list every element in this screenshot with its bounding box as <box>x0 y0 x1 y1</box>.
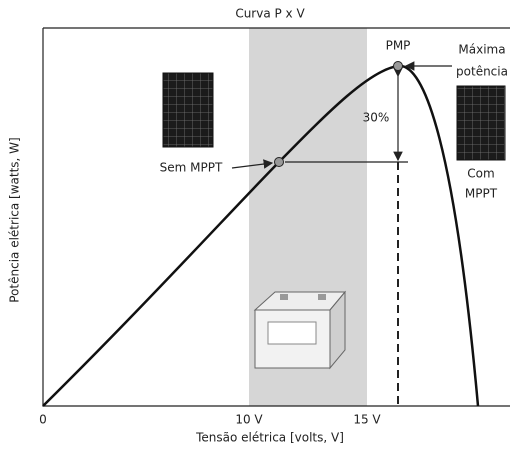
com-mppt-label: Com <box>467 167 494 181</box>
max-power-label: potência <box>456 65 508 79</box>
battery <box>255 292 345 368</box>
diagram: Curva P x V PMP Máxima potência 30% Sem … <box>0 0 510 450</box>
title: Curva P x V <box>235 7 305 21</box>
x-tick-label: 10 V <box>235 413 263 427</box>
solar-panel <box>457 86 505 160</box>
percent-label: 30% <box>363 111 390 125</box>
com-mppt-label: MPPT <box>465 187 498 201</box>
sem-mppt-label: Sem MPPT <box>160 161 223 175</box>
page: {"header": {"title": "Curva P x V"}, "x_… <box>0 0 510 450</box>
x-tick-label: 15 V <box>353 413 381 427</box>
pmp-label: PMP <box>386 39 411 53</box>
x-tick-label: 0 <box>39 413 47 427</box>
max-power-label: Máxima <box>458 43 505 57</box>
y-axis-label: Potência elétrica [watts, W] <box>8 137 22 302</box>
solar-panel <box>163 73 213 147</box>
operating-point <box>275 158 284 167</box>
x-axis-label: Tensão elétrica [volts, V] <box>195 431 344 445</box>
max-power-point <box>394 62 403 71</box>
